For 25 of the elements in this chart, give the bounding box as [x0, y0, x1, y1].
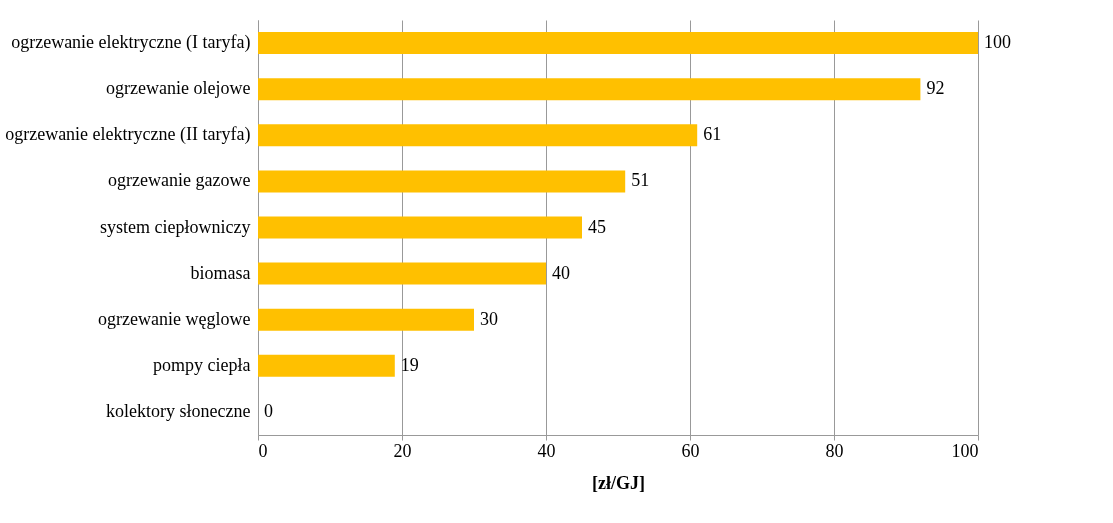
data-label: 30: [480, 308, 498, 329]
y-tick-label: biomasa: [190, 262, 251, 283]
x-tick-label: 20: [393, 440, 412, 461]
y-tick-label: pompy ciepła: [153, 354, 251, 375]
data-label: 40: [552, 262, 570, 283]
y-tick-label: kolektory słoneczne: [106, 400, 251, 421]
x-axis-title: [zł/GJ]: [592, 472, 645, 493]
y-tick-label: ogrzewanie węglowe: [98, 308, 251, 329]
y-tick-label: ogrzewanie elektryczne (II taryfa): [5, 124, 251, 146]
x-tick-label: 0: [258, 440, 268, 461]
data-label: 92: [926, 78, 945, 99]
y-tick-label: ogrzewanie olejowe: [106, 78, 251, 99]
data-label: 61: [703, 124, 722, 145]
x-tick-label: 40: [537, 440, 556, 461]
y-tick-label: ogrzewanie gazowe: [108, 170, 251, 191]
x-tick-label: 60: [681, 440, 700, 461]
y-tick-label: system ciepłowniczy: [100, 216, 251, 237]
x-tick-label: 100: [951, 440, 979, 461]
data-label: 100: [984, 32, 1011, 53]
data-label: 0: [264, 400, 273, 421]
x-tick-label: 80: [825, 440, 844, 461]
data-label: 45: [588, 216, 606, 237]
data-label: 19: [400, 354, 419, 375]
data-label: 51: [631, 170, 650, 191]
y-tick-label: ogrzewanie elektryczne (I taryfa): [11, 32, 251, 54]
